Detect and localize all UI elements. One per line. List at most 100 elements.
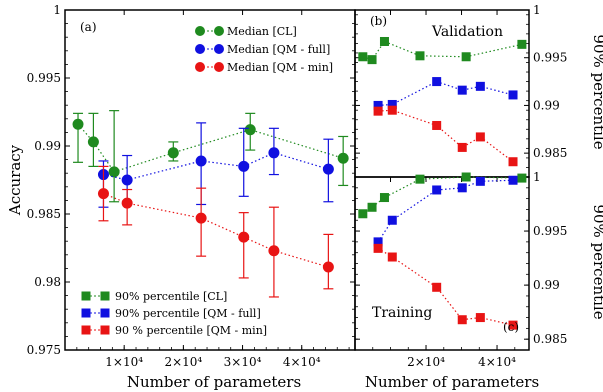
ytick-label-1-0: 0.985 [533,146,567,160]
series-line [103,193,329,268]
panel-c-tag: (c) [503,320,519,334]
series-0-2 [97,165,334,298]
xtick-label-2-0: 2×10⁴ [407,355,445,369]
data-point [432,282,442,292]
data-point [475,81,485,91]
legend-marker-pct-qm-full [81,308,91,318]
series-0-0 [72,110,349,203]
data-point [387,105,397,115]
data-point [72,118,84,130]
data-point [358,52,368,62]
data-point [121,197,133,209]
data-point [268,147,280,159]
data-point [322,163,334,175]
data-point [195,212,207,224]
data-point [461,172,471,182]
data-point [461,52,471,62]
data-point [358,209,368,219]
data-point [379,193,389,203]
legend-median-qm-full: Median [QM - full] [227,43,330,56]
data-point [475,132,485,142]
panel-a-tag: (a) [80,20,97,34]
data-point [432,120,442,130]
ytick-label-2-0: 0.985 [533,332,567,346]
data-point [238,231,250,243]
panel-b-tag: (b) [370,14,387,28]
data-point [387,252,397,262]
ytick-label-2-2: 0.995 [533,224,567,238]
legend-median-cl: Median [CL] [227,25,297,38]
ytick-label-0-1: 0.98 [34,275,61,289]
data-point [268,245,280,257]
legend-pct-cl: 90% percentile [CL] [115,290,227,303]
legend-marker-median-cl [195,26,205,36]
series-line [378,109,514,163]
panel-c-xlabel: Number of parameters [365,373,539,391]
ytick-label-1-1: 0.99 [533,98,560,112]
legend-marker-median-qm-min [195,62,205,72]
data-point [475,176,485,186]
legend-median-qm-min: Median [QM - min] [227,61,333,74]
series-2-2 [373,243,518,330]
data-point [367,202,377,212]
data-point [457,183,467,193]
series-0-1 [97,122,334,208]
data-point [373,237,383,247]
ytick-label-0-0: 0.975 [27,343,61,357]
data-point [457,315,467,325]
panel-c-title: Training [372,305,432,321]
ytick-label-2-3: 1 [533,170,541,184]
data-point [244,124,256,136]
data-point [508,90,518,100]
panel-a-ylabel: Accuracy [6,144,24,216]
series-line [378,80,514,107]
ytick-label-0-2: 0.985 [27,207,61,221]
series-2-0 [358,172,527,219]
data-point [432,185,442,195]
series-line [77,123,344,173]
data-point [121,174,133,186]
data-point [457,85,467,95]
data-point [108,166,120,178]
xtick-label-0-0: 1×10⁴ [105,355,143,369]
data-point [87,136,99,148]
data-point [387,215,397,225]
data-point [475,313,485,323]
data-point [337,152,349,164]
xtick-label-2-1: 4×10⁴ [478,355,516,369]
data-point [415,174,425,184]
legend-top: Median [CL] Median [QM - full] Median [Q… [195,25,333,74]
panel-c-ylabel: 90% percentile [590,204,603,319]
data-point [373,243,383,253]
data-point [379,36,389,46]
series-1-2 [373,105,518,167]
data-point [167,147,179,159]
data-point [508,175,518,185]
xtick-label-0-1: 2×10⁴ [164,355,202,369]
legend-marker-pct-cl [81,291,91,301]
legend-marker-pct-qm-min [81,325,91,335]
xtick-label-0-2: 3×10⁴ [224,355,262,369]
data-point [508,320,518,330]
series-1-1 [373,77,518,110]
ytick-label-1-2: 0.995 [533,51,567,65]
series-line [377,179,514,243]
data-point [373,106,383,116]
panel-b-title: Validation [431,24,503,40]
ytick-label-2-1: 0.99 [533,278,560,292]
data-point [517,173,527,183]
legend-bottom: 90% percentile [CL] 90% percentile [QM -… [81,290,267,337]
data-point [367,55,377,65]
data-point [508,157,518,167]
series-2-1 [373,175,518,247]
xtick-label-0-3: 4×10⁴ [283,355,321,369]
series-1-0 [358,36,527,65]
data-point [517,39,527,49]
data-point [415,51,425,61]
legend-pct-qm-full: 90% percentile [QM - full] [115,307,261,320]
data-point [322,261,334,273]
series-line [103,152,329,181]
ytick-label-0-3: 0.99 [34,139,61,153]
ytick-label-1-3: 1 [533,3,541,17]
